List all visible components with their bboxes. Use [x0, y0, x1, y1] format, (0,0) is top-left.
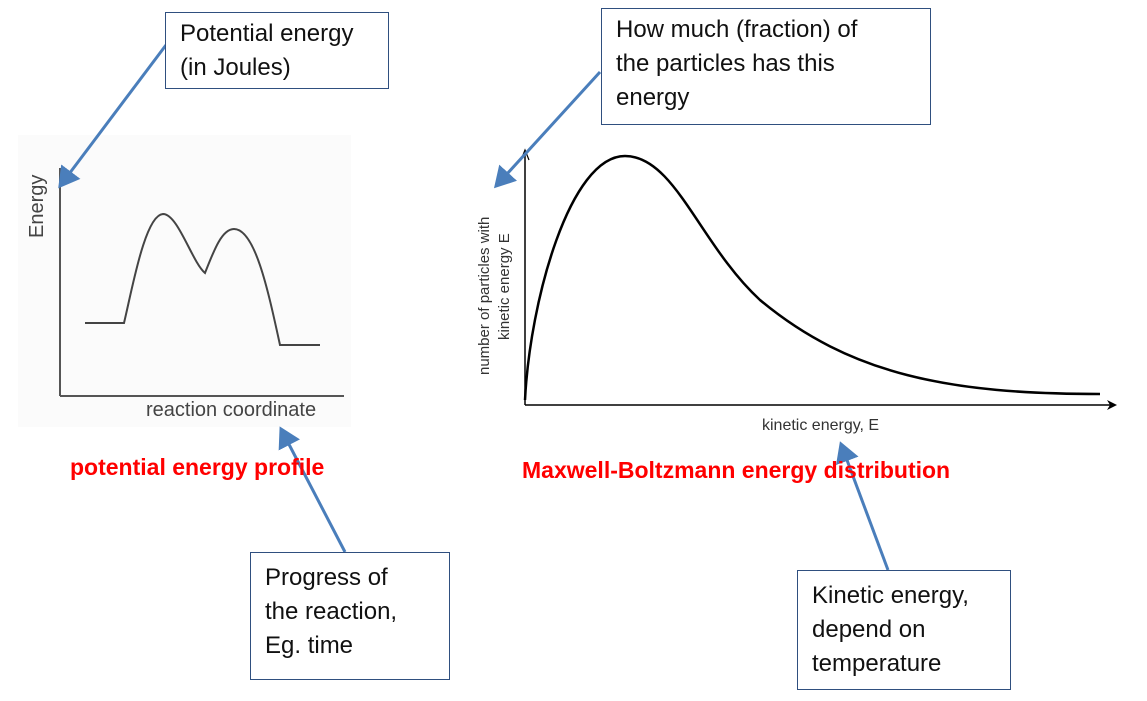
left-title: potential energy profile [70, 454, 325, 480]
maxwell-boltzmann-curve [523, 154, 1101, 401]
callout-fraction: How much (fraction) of the particles has… [601, 8, 931, 125]
callout-line: How much (fraction) of [616, 16, 858, 43]
callout-line: Eg. time [265, 632, 354, 659]
callout-potential-energy: Potential energy (in Joules) [165, 12, 389, 89]
callout-line: energy [616, 84, 690, 111]
arrow-potential [58, 44, 168, 189]
arrow-fraction [493, 70, 602, 189]
arrow-progress [278, 426, 347, 553]
left-x-label: reaction coordinate [146, 399, 317, 421]
callout-line: Progress of [265, 564, 388, 591]
left-y-label: Energy [26, 174, 48, 238]
callout-line: (in Joules) [180, 54, 291, 81]
callout-kinetic: Kinetic energy, depend on temperature [797, 570, 1011, 690]
callout-line: the reaction, [265, 598, 398, 625]
left-plot-background [18, 135, 351, 427]
right-y-label-line2: kinetic energy E [496, 233, 513, 340]
callout-line: the particles has this [616, 50, 835, 77]
callout-progress: Progress of the reaction, Eg. time [250, 552, 450, 680]
right-title: Maxwell-Boltzmann energy distribution [522, 457, 951, 483]
callout-line: depend on [812, 616, 926, 643]
right-y-label-line1: number of particles with [476, 216, 493, 375]
callout-line: temperature [812, 650, 942, 677]
right-x-label: kinetic energy, E [762, 417, 880, 434]
callout-line: Kinetic energy, [812, 582, 969, 609]
callout-line: Potential energy [180, 20, 354, 47]
potential-energy-curve [85, 212, 320, 346]
arrow-kinetic [836, 441, 890, 571]
